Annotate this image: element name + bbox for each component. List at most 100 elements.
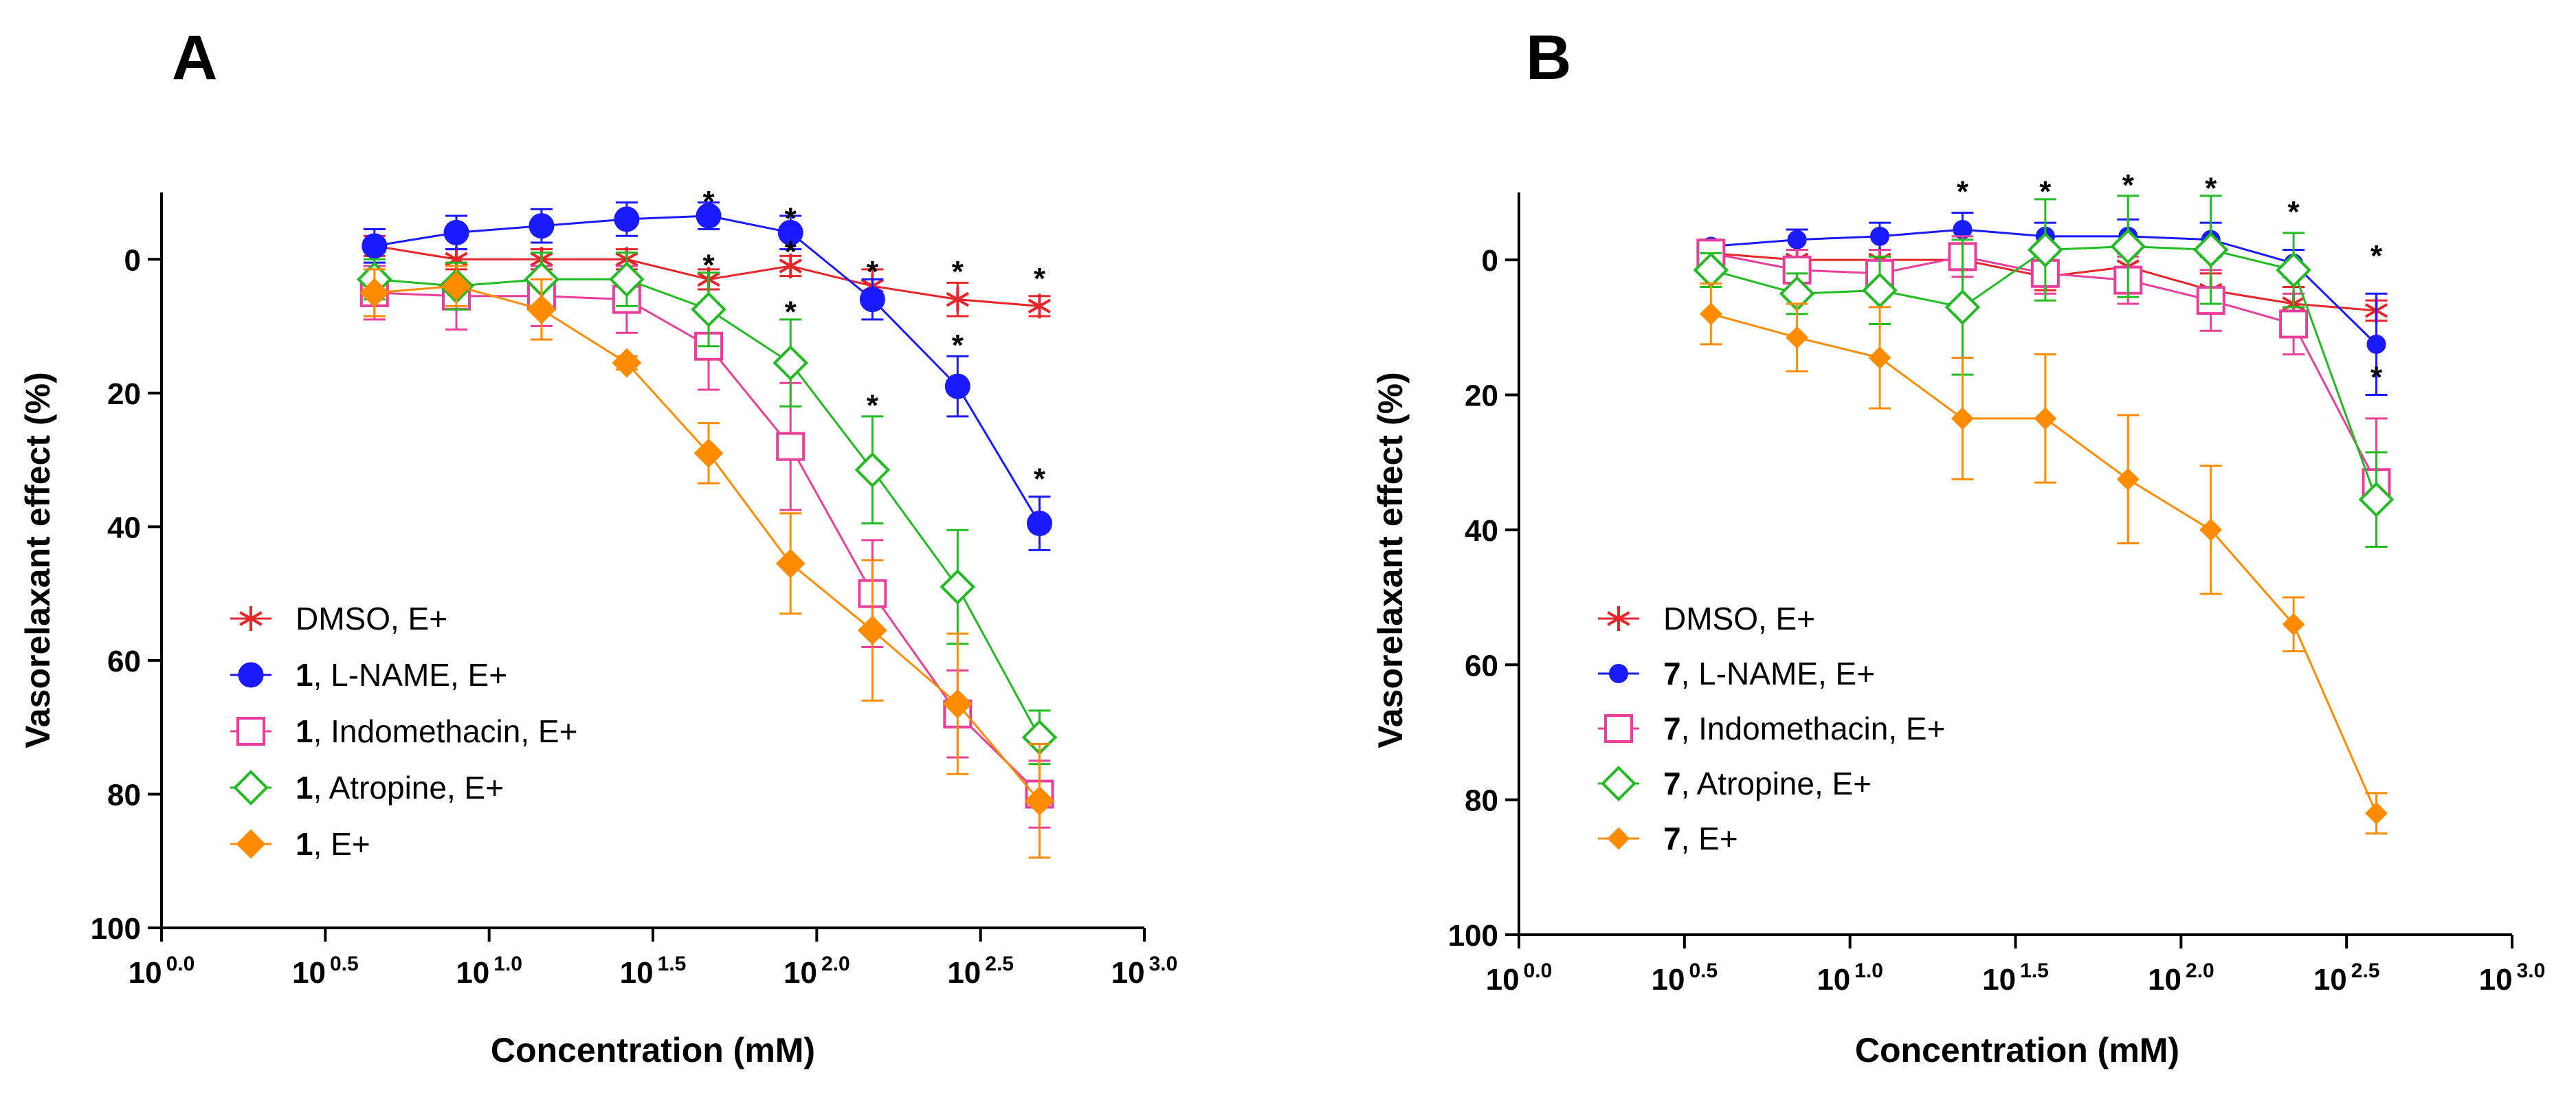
legend-compound-number: 1 bbox=[296, 713, 313, 749]
legend-marker bbox=[238, 662, 264, 688]
y-tick-label: 20 bbox=[1465, 379, 1498, 413]
significance-star: * bbox=[2039, 175, 2052, 209]
legend-condition: , Indomethacin, E+ bbox=[1681, 711, 1946, 746]
legend-label: 7, Indomethacin, E+ bbox=[1663, 711, 1945, 746]
significance-star: * bbox=[1034, 262, 1046, 296]
x-tick-exponent: 2.5 bbox=[2351, 959, 2380, 982]
x-tick-exponent: 2.5 bbox=[985, 953, 1014, 975]
legend-item: 7, E+ bbox=[1598, 821, 1738, 856]
data-point bbox=[2034, 407, 2057, 430]
x-tick-base: 10 bbox=[2313, 963, 2347, 997]
x-tick-base: 10 bbox=[292, 956, 326, 990]
data-point bbox=[359, 278, 390, 308]
legend-label: 7, L-NAME, E+ bbox=[1663, 656, 1875, 691]
legend-condition: , E+ bbox=[313, 826, 370, 862]
x-tick-base: 10 bbox=[129, 956, 162, 990]
x-tick-exponent: 3.0 bbox=[1149, 953, 1178, 975]
legend-marker bbox=[1607, 827, 1630, 850]
series-3 bbox=[1693, 195, 2395, 548]
x-tick-base: 10 bbox=[456, 956, 489, 990]
data-point bbox=[857, 615, 887, 645]
legend-compound-number: 1 bbox=[296, 657, 313, 693]
x-tick-base: 10 bbox=[2479, 963, 2513, 997]
legend-marker bbox=[1607, 606, 1630, 631]
x-tick-exponent: 0.0 bbox=[166, 953, 195, 975]
data-point bbox=[2199, 518, 2223, 542]
legend-condition: , Atropine, E+ bbox=[1681, 766, 1872, 801]
data-point bbox=[1786, 326, 1809, 349]
data-point bbox=[946, 287, 969, 312]
legend-condition: DMSO, E+ bbox=[296, 601, 447, 636]
x-tick-base: 10 bbox=[947, 956, 981, 990]
legend-item: DMSO, E+ bbox=[1598, 601, 1815, 636]
data-point bbox=[362, 233, 388, 259]
x-tick-label: 10 0.5 bbox=[1651, 959, 1718, 997]
data-point bbox=[2358, 481, 2395, 518]
x-tick-base: 10 bbox=[1111, 956, 1145, 990]
legend-label: 7, Atropine, E+ bbox=[1663, 766, 1872, 801]
significance-star: * bbox=[1957, 175, 1969, 209]
legend-condition: , Atropine, E+ bbox=[313, 770, 504, 806]
x-tick-label: 10 1.0 bbox=[456, 953, 522, 990]
data-point bbox=[1787, 230, 1807, 249]
x-tick-base: 10 bbox=[1817, 963, 1850, 997]
data-point bbox=[1944, 289, 1981, 325]
data-point bbox=[859, 287, 885, 313]
x-tick-base: 10 bbox=[1651, 963, 1685, 997]
data-point bbox=[441, 271, 471, 301]
significance-star: * bbox=[1034, 463, 1046, 496]
legend-item: 7, Atropine, E+ bbox=[1598, 766, 1872, 801]
series-1 bbox=[362, 201, 1052, 551]
legend-marker bbox=[236, 717, 265, 746]
legend-condition: , L-NAME, E+ bbox=[1681, 656, 1875, 691]
data-point bbox=[1028, 293, 1052, 319]
legend-marker bbox=[1609, 664, 1628, 683]
legend-condition: DMSO, E+ bbox=[1663, 601, 1815, 636]
data-point bbox=[614, 206, 640, 232]
legend-item: 1, Atropine, E+ bbox=[230, 770, 504, 806]
x-tick-base: 10 bbox=[1982, 963, 2016, 997]
legend-item: 7, Indomethacin, E+ bbox=[1598, 711, 1945, 746]
legend: DMSO, E+ 1, L-NAME, E+ 1, Indomethacin, E+… bbox=[230, 601, 577, 862]
significance-star: * bbox=[702, 185, 715, 219]
series-4 bbox=[1699, 282, 2388, 835]
x-tick-base: 10 bbox=[620, 956, 654, 990]
data-point bbox=[526, 294, 557, 324]
data-point bbox=[2365, 801, 2388, 825]
x-tick-label: 10 2.5 bbox=[2313, 959, 2380, 997]
legend-marker bbox=[1601, 766, 1636, 801]
significance-star: * bbox=[785, 235, 797, 269]
x-tick-label: 10 2.0 bbox=[784, 953, 850, 990]
legend-item: 1, Indomethacin, E+ bbox=[230, 713, 577, 749]
legend-marker bbox=[1604, 714, 1633, 743]
legend-marker bbox=[239, 606, 263, 631]
y-tick-label: 40 bbox=[107, 511, 141, 544]
legend-compound-number: 7 bbox=[1663, 711, 1681, 746]
legend-condition: , E+ bbox=[1681, 821, 1738, 856]
x-tick-exponent: 0.0 bbox=[1524, 959, 1553, 982]
data-point bbox=[609, 261, 645, 298]
data-point bbox=[944, 373, 970, 399]
legend-label: 1, L-NAME, E+ bbox=[296, 657, 507, 693]
significance-star: * bbox=[2370, 361, 2383, 395]
data-point bbox=[696, 203, 722, 229]
y-tick-label: 20 bbox=[107, 377, 141, 411]
x-tick-label: 10 1.0 bbox=[1817, 959, 1883, 997]
data-point bbox=[2028, 232, 2063, 268]
data-point bbox=[2276, 252, 2311, 288]
significance-star: * bbox=[2288, 195, 2300, 229]
panel-label: A bbox=[172, 23, 217, 93]
data-point bbox=[2110, 228, 2146, 265]
y-tick-label: 40 bbox=[1465, 514, 1498, 548]
significance-star: * bbox=[2205, 172, 2217, 206]
legend-item: 1, E+ bbox=[230, 826, 370, 862]
data-point bbox=[2282, 612, 2305, 636]
data-point bbox=[1951, 407, 1974, 430]
data-point bbox=[773, 345, 809, 381]
data-point bbox=[942, 689, 973, 719]
x-tick-exponent: 0.5 bbox=[330, 953, 359, 975]
data-point bbox=[1026, 511, 1052, 536]
x-tick-label: 10 0.0 bbox=[129, 953, 195, 990]
